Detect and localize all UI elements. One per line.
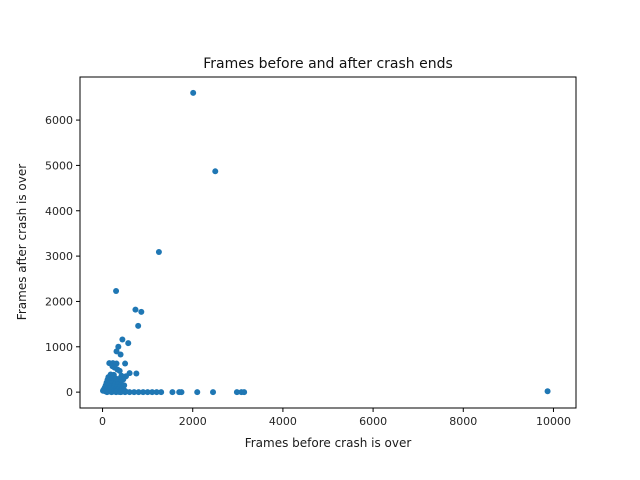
x-axis: 0 2000 4000 6000 8000 10000 <box>99 408 571 428</box>
data-point <box>178 389 185 396</box>
data-point <box>144 389 151 396</box>
data-point <box>115 343 122 350</box>
data-point <box>133 370 140 377</box>
data-point <box>116 367 123 374</box>
data-point <box>125 340 132 347</box>
data-point <box>149 389 156 396</box>
data-point <box>122 389 129 396</box>
data-point <box>121 382 128 389</box>
data-point <box>113 389 120 396</box>
data-point <box>117 389 124 396</box>
x-axis-label: Frames before crash is over <box>245 436 412 450</box>
data-point <box>132 306 139 313</box>
x-tick-label: 2000 <box>179 415 207 428</box>
data-point <box>135 322 142 329</box>
y-tick-label: 4000 <box>45 205 73 218</box>
data-point <box>113 348 120 355</box>
y-tick-label: 6000 <box>45 114 73 127</box>
data-point <box>210 389 217 396</box>
data-point <box>190 89 197 96</box>
data-point <box>135 389 142 396</box>
data-point <box>104 389 111 396</box>
data-point <box>241 389 248 396</box>
data-point <box>122 360 129 367</box>
chart-title: Frames before and after crash ends <box>203 56 453 72</box>
x-tick-label: 6000 <box>359 415 387 428</box>
x-tick-label: 0 <box>99 415 106 428</box>
y-tick-label: 3000 <box>45 250 73 263</box>
data-point <box>158 389 165 396</box>
y-tick-label: 1000 <box>45 341 73 354</box>
data-point <box>126 389 133 396</box>
data-point <box>153 389 160 396</box>
data-point <box>113 288 120 295</box>
data-point <box>138 308 145 315</box>
data-point <box>117 351 124 358</box>
data-point <box>169 389 176 396</box>
data-point <box>194 389 201 396</box>
x-tick-label: 8000 <box>449 415 477 428</box>
y-tick-label: 5000 <box>45 159 73 172</box>
data-point <box>544 388 551 395</box>
data-point <box>140 389 147 396</box>
x-tick-label: 4000 <box>269 415 297 428</box>
data-point <box>108 389 115 396</box>
data-point <box>212 168 219 175</box>
data-point <box>233 389 240 396</box>
y-tick-label: 0 <box>66 386 73 399</box>
y-axis: 0 1000 2000 3000 4000 5000 6000 <box>45 114 80 399</box>
plot-frame <box>79 76 577 409</box>
x-tick-label: 10000 <box>536 415 571 428</box>
data-point <box>155 249 162 256</box>
y-tick-label: 2000 <box>45 295 73 308</box>
data-point <box>131 389 138 396</box>
data-point <box>119 336 126 343</box>
points-layer <box>100 89 551 396</box>
y-axis-label: Frames after crash is over <box>15 164 29 320</box>
